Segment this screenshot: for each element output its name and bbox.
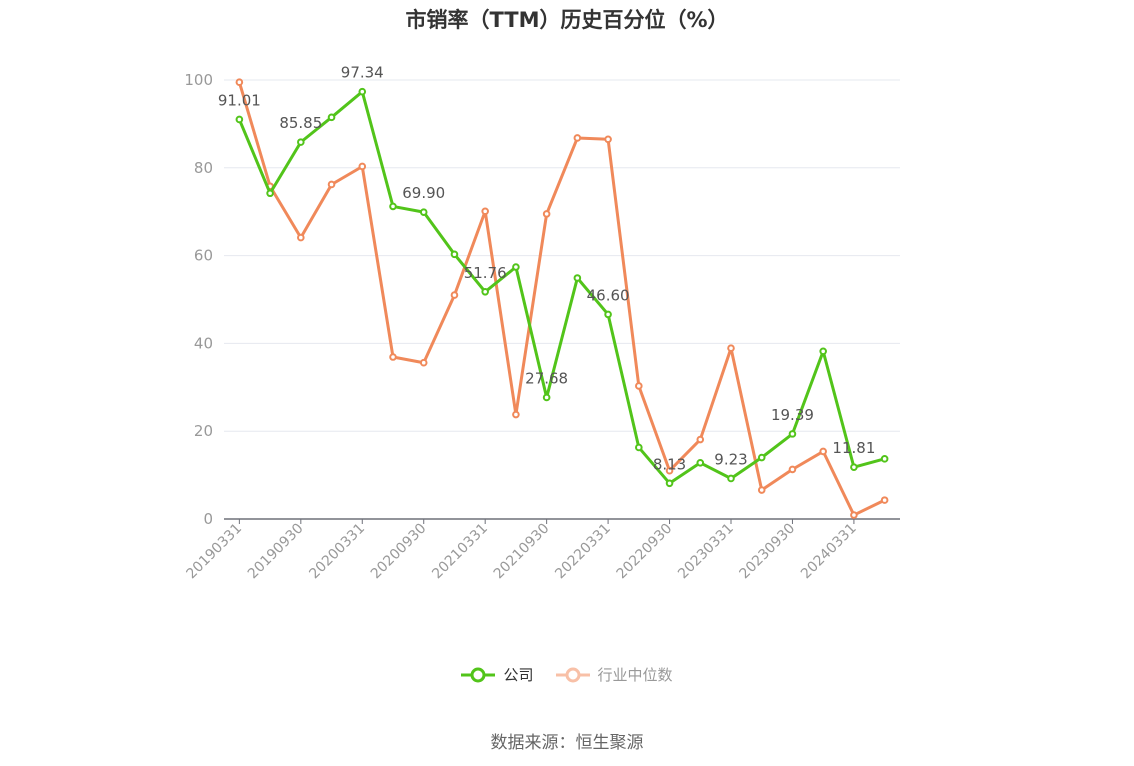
x-tick-label: 20230331 — [675, 521, 737, 583]
legend-item-industry[interactable]: 行业中位数 — [555, 664, 673, 685]
legend-item-company[interactable]: 公司 — [461, 664, 534, 685]
company-point — [327, 113, 336, 122]
industry-point — [696, 435, 705, 444]
legend-industry-line-icon — [555, 667, 590, 682]
industry-point — [389, 353, 397, 361]
y-tick-label: 20 — [194, 422, 213, 440]
industry-point — [512, 410, 520, 419]
industry-point — [235, 78, 244, 86]
industry-point — [635, 382, 643, 390]
company-data-label: 91.01 — [218, 91, 261, 109]
company-point — [358, 87, 367, 96]
industry-point — [419, 358, 428, 367]
industry-point — [665, 466, 674, 475]
legend-company-line-icon — [461, 667, 496, 682]
company-data-label: 9.23 — [714, 450, 747, 468]
x-tick-label: 20230930 — [737, 521, 799, 583]
data-labels: 91.01 85.85 97.34 69.90 51.76 27.68 46.60 8.13 9… — [218, 64, 875, 474]
x-tick-label: 20220930 — [614, 521, 676, 583]
x-tick-label: 20200930 — [368, 521, 430, 583]
company-point — [665, 479, 674, 488]
x-tick-label: 20210930 — [491, 521, 553, 583]
industry-point — [481, 207, 489, 216]
y-tick-label: 60 — [194, 247, 213, 265]
company-point — [235, 115, 244, 124]
company-point — [727, 474, 735, 483]
company-point — [542, 393, 551, 402]
company-point — [757, 453, 766, 462]
industry-point — [604, 135, 612, 144]
company-data-label: 85.85 — [279, 114, 322, 132]
chart-title: 市销率（TTM）历史百分位（%） — [405, 8, 729, 32]
company-point — [389, 202, 397, 211]
industry-point — [850, 511, 858, 519]
company-point — [573, 274, 582, 282]
company-point — [512, 263, 520, 271]
industry-point — [542, 210, 551, 218]
x-tick-label: 20190331 — [183, 521, 245, 583]
company-data-label: 69.90 — [402, 184, 445, 202]
axes: 0 20 40 60 80 100 20190331 20190930 20200331 2020… — [183, 71, 900, 582]
company-point — [635, 443, 643, 452]
company-point — [788, 430, 797, 438]
industry-point — [757, 486, 766, 494]
industry-point — [727, 344, 735, 353]
legend-industry-label: 行业中位数 — [597, 666, 673, 684]
y-tick-label: 40 — [194, 334, 213, 352]
x-tick-label: 20240331 — [798, 521, 860, 583]
company-data-label: 97.34 — [341, 64, 384, 82]
company-point — [604, 310, 612, 319]
company-line — [237, 90, 886, 485]
legend-company-label: 公司 — [503, 666, 534, 684]
x-tick-label: 20190930 — [245, 521, 307, 583]
x-tick-label: 20210331 — [429, 521, 491, 583]
company-data-label: 27.68 — [525, 369, 568, 387]
series-lines — [235, 78, 889, 519]
company-point — [297, 138, 305, 146]
company-data-label: 19.39 — [771, 406, 814, 424]
x-tick-label: 20200331 — [306, 521, 368, 583]
industry-point — [450, 291, 459, 299]
company-point — [696, 459, 705, 467]
company-data-label: 11.81 — [832, 439, 875, 457]
x-tick-label: 20220331 — [552, 521, 614, 583]
industry-point — [880, 496, 889, 504]
source-note: 数据来源：恒生聚源 — [490, 733, 644, 753]
company-data-label: 8.13 — [653, 455, 686, 473]
y-tick-label: 100 — [184, 71, 213, 89]
company-point — [481, 287, 489, 296]
company-point — [819, 347, 827, 356]
company-data-label: 51.76 — [464, 264, 507, 282]
industry-point — [788, 465, 797, 474]
industry-line — [237, 81, 886, 517]
company-point — [880, 455, 889, 463]
industry-point — [327, 180, 336, 189]
company-point — [419, 208, 428, 216]
company-point — [450, 250, 459, 259]
company-point — [266, 189, 274, 198]
company-data-label: 46.60 — [587, 286, 630, 304]
industry-point — [819, 447, 827, 456]
company-point — [850, 463, 858, 471]
y-tick-label: 80 — [194, 159, 213, 177]
y-tick-label: 0 — [203, 510, 213, 528]
industry-point — [573, 134, 582, 142]
industry-point — [297, 233, 305, 242]
industry-point — [358, 162, 367, 171]
legend: 公司 行业中位数 — [0, 664, 1134, 685]
